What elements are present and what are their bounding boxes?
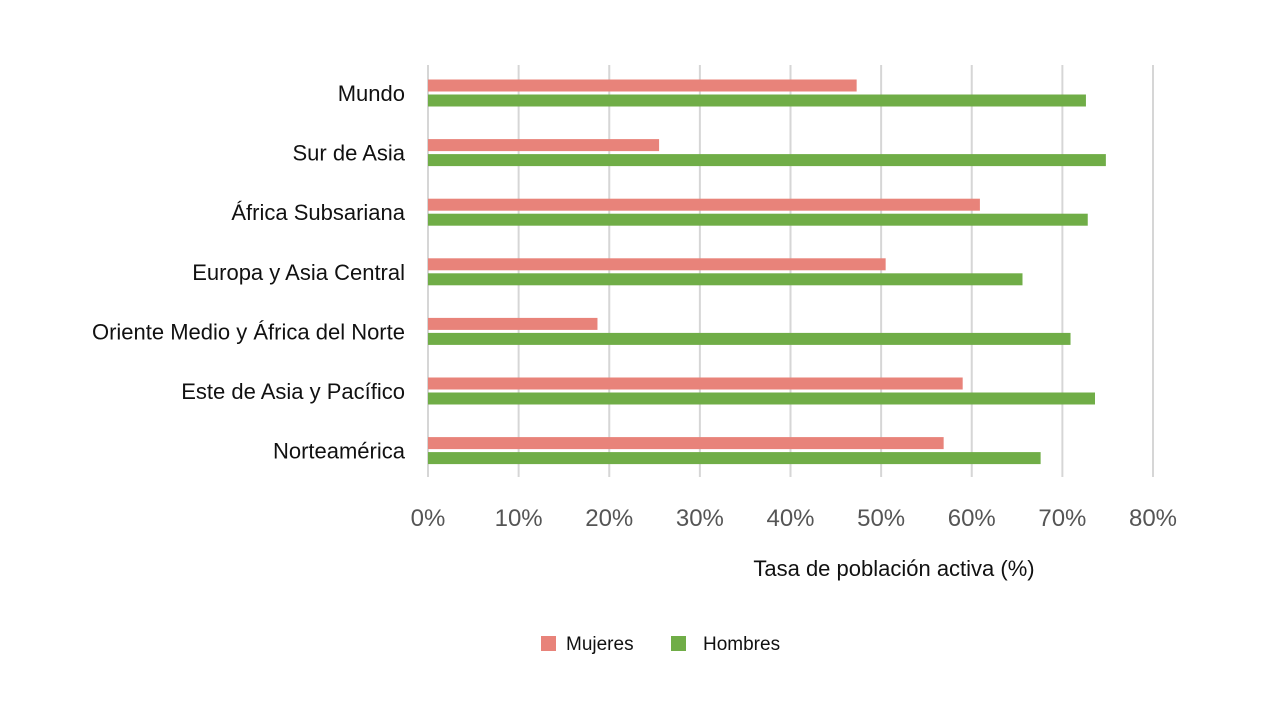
legend-label-hombres: Hombres <box>703 634 780 655</box>
category-label-europa-y-asia-central: Europa y Asia Central <box>192 260 405 285</box>
bar-mujeres-oriente-medio-y-africa-del-norte <box>428 317 598 330</box>
bar-hombres-mundo <box>428 94 1086 107</box>
x-tick-label: 60% <box>948 505 996 532</box>
category-label-este-de-asia-y-pacifico: Este de Asia y Pacífico <box>181 379 405 404</box>
bars <box>428 79 1106 465</box>
legend-swatch-mujeres <box>541 636 556 651</box>
x-tick-label: 10% <box>495 505 543 532</box>
x-tick-label: 0% <box>411 505 446 532</box>
category-label-sur-de-asia: Sur de Asia <box>292 141 405 166</box>
bar-mujeres-mundo <box>428 79 857 92</box>
bar-mujeres-europa-y-asia-central <box>428 258 886 271</box>
x-tick-label: 40% <box>766 505 814 532</box>
bar-mujeres-africa-subsariana <box>428 198 980 211</box>
bar-mujeres-sur-de-asia <box>428 139 660 152</box>
bar-mujeres-este-de-asia-y-pacifico <box>428 377 963 390</box>
x-tick-labels: 0% 10% 20% 30% 40% 50% 60% 70% 80% <box>411 505 1177 532</box>
category-label-oriente-medio-y-africa-del-norte: Oriente Medio y África del Norte <box>92 319 405 344</box>
gridlines <box>427 65 1154 477</box>
bar-hombres-oriente-medio-y-africa-del-norte <box>428 332 1071 345</box>
x-tick-label: 50% <box>857 505 905 532</box>
category-label-mundo: Mundo <box>338 81 405 106</box>
bar-hombres-sur-de-asia <box>428 154 1106 167</box>
x-tick-label: 80% <box>1129 505 1177 532</box>
bar-hombres-norteamerica <box>428 452 1041 465</box>
category-label-norteamerica: Norteamérica <box>273 439 406 464</box>
bar-mujeres-norteamerica <box>428 437 944 450</box>
bar-hombres-europa-y-asia-central <box>428 273 1023 286</box>
category-label-africa-subsariana: África Subsariana <box>231 200 405 225</box>
legend-label-mujeres: Mujeres <box>566 634 634 655</box>
legend: Mujeres Hombres <box>541 634 780 655</box>
x-axis-title: Tasa de población activa (%) <box>753 556 1034 581</box>
x-tick-label: 30% <box>676 505 724 532</box>
legend-swatch-hombres <box>671 636 686 651</box>
x-tick-label: 20% <box>585 505 633 532</box>
bar-hombres-este-de-asia-y-pacifico <box>428 392 1095 405</box>
x-tick-label: 70% <box>1038 505 1086 532</box>
category-labels: Mundo Sur de Asia África Subsariana Europa … <box>92 81 406 464</box>
bar-hombres-africa-subsariana <box>428 213 1088 226</box>
